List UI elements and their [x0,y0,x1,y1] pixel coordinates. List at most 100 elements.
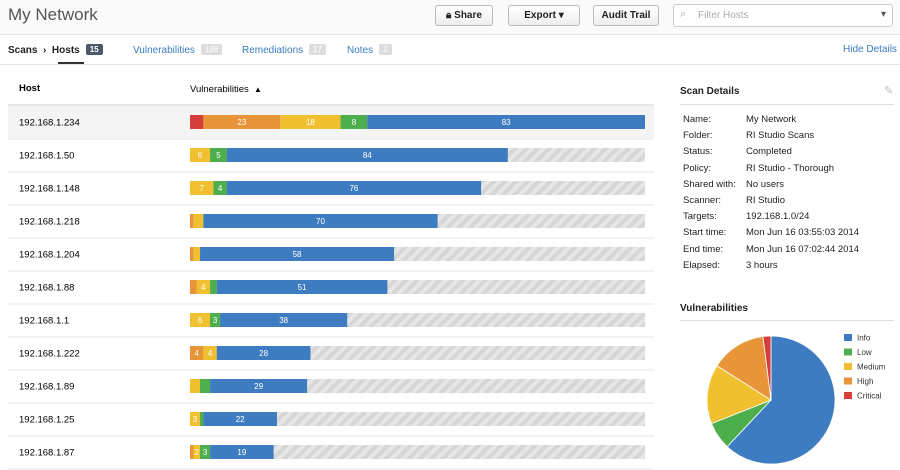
bar-segment [216,280,388,294]
bar-segment [203,214,438,228]
bar-segment [190,181,214,195]
bar-segment [200,379,211,393]
bar-segment [367,115,645,129]
pie-slice [726,335,836,465]
host-name[interactable]: 192.168.1.50 [19,151,74,162]
column-header[interactable]: Vulnerabilities [190,84,249,95]
host-name[interactable]: 192.168.1.88 [19,283,74,294]
share-label: Share [454,10,482,21]
bar-segment [210,313,221,327]
bar-segment [190,445,194,459]
legend-swatch [844,363,852,370]
bar-segment [190,148,211,162]
detail-key: Start time: [683,227,727,239]
segment-label: 70 [316,217,325,226]
detail-key: Targets: [683,211,717,223]
legend-label: Critical [857,392,882,401]
hosts-table: Host Vulnerabilities ▲ 192.168.1.234 23 18… [8,83,654,470]
bar-segment [220,313,348,327]
bar-segment [340,115,368,129]
detail-value: Mon Jun 16 07:02:44 2014 [746,243,860,255]
audit-button[interactable]: Audit Trail [593,5,659,26]
bar-segment [190,115,204,129]
breadcrumb-sep: › [37,45,52,56]
bar-track [190,412,645,426]
edit-icon[interactable]: ✎ [884,85,894,97]
bar-segment [193,445,201,459]
segment-label: 84 [363,151,372,160]
detail-key: Status: [683,146,713,158]
legend-label: Medium [857,363,886,372]
search-box[interactable]: ⌕ Filter Hosts ▾ [673,4,893,27]
legend-swatch [844,377,852,385]
bar-segment [203,115,281,129]
bar-segment [190,313,211,327]
tab-label: Vulnerabilities [133,45,195,56]
detail-key: Policy: [683,162,711,174]
segment-label: 58 [293,250,302,259]
tab-count: 186 [200,44,223,55]
segment-label: 2 [194,448,199,457]
pie-slice [716,336,772,401]
bar-segment [193,214,204,228]
search-caret: ▾ [880,9,886,20]
details-divider [680,104,894,105]
detail-key: Folder: [683,130,713,142]
pie-slice [706,365,772,425]
segment-label: 7 [199,184,204,193]
host-name[interactable]: 192.168.1.148 [19,184,80,195]
segment-label: 23 [237,118,246,127]
legend-label: High [857,377,873,386]
chart-title: Vulnerabilities [680,303,748,314]
share-button[interactable]: 🔒︎ Share [435,5,493,26]
pie-chart: Info Low Medium High Critical [706,334,886,465]
current-tab[interactable]: Hosts [51,45,80,56]
export-button[interactable]: Export ▾ [508,5,580,26]
detail-value: My Network [746,114,797,125]
bar-segment [200,247,395,261]
legend-label: Info [857,334,871,343]
column-header[interactable]: Host [19,83,41,94]
tab[interactable]: Remediations 17 [242,44,327,56]
segment-label: 22 [236,415,245,424]
pie-slice [762,335,772,401]
host-name[interactable]: 192.168.1.87 [19,448,74,459]
host-name[interactable]: 192.168.1.25 [19,415,74,426]
detail-key: Scanner: [683,195,722,206]
segment-label: 8 [352,118,357,127]
detail-value: No users [746,178,785,190]
bar-segment [210,148,227,162]
host-name[interactable]: 192.168.1.234 [19,118,80,129]
breadcrumb-scans[interactable]: Scans [8,45,38,56]
tab[interactable]: Vulnerabilities 186 [133,44,223,56]
host-name[interactable]: 192.168.1.222 [19,349,80,360]
page-title: My Network [8,5,98,24]
tab[interactable]: Notes 2 [347,44,392,56]
breadcrumb[interactable]: Scans › Hosts 15 [8,44,103,56]
host-name[interactable]: 192.168.1.204 [19,250,80,261]
bar-segment [190,379,201,393]
tab-label: Notes [347,45,374,56]
bar-segment [210,379,308,393]
search-icon: ⌕ [680,8,687,20]
bar-segment [200,412,204,426]
tab-count: 2 [379,44,392,55]
bar-segment [190,280,197,294]
detail-key: Name: [683,114,711,125]
detail-value: RI Studio Scans [746,130,815,142]
hide-details[interactable]: Hide Details [843,44,897,55]
detail-key: End time: [683,243,724,255]
audit-label: Audit Trail [601,10,651,21]
detail-key: Elapsed: [683,259,720,271]
export-label: Export [524,10,556,21]
bar-segment [203,346,217,360]
host-name[interactable]: 192.168.1.218 [19,217,80,228]
bar-segment [193,247,201,261]
segment-label: 4 [218,184,223,193]
bar-segment [216,346,311,360]
legend-swatch [844,348,852,356]
host-name[interactable]: 192.168.1.1 [19,316,69,327]
tab-count: 17 [309,44,327,55]
host-name[interactable]: 192.168.1.89 [19,382,74,393]
